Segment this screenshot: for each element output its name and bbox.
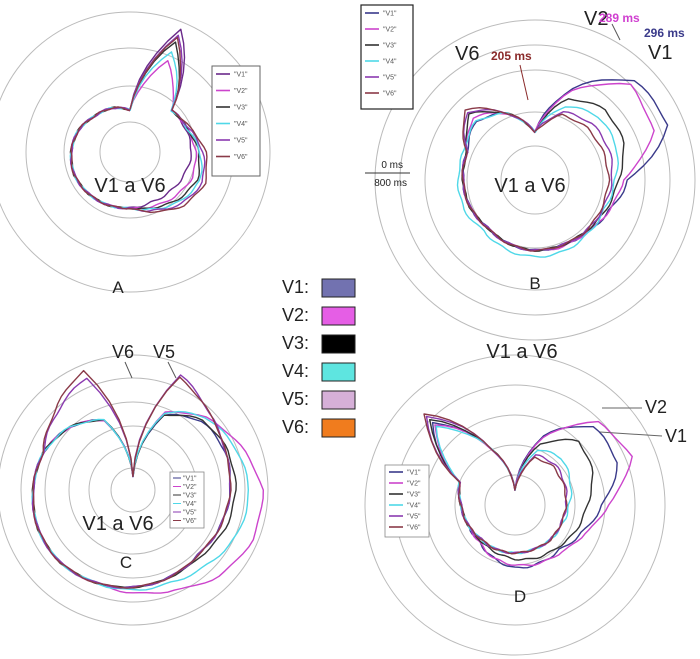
panel-b-time-800: 800 ms: [374, 178, 407, 189]
panel-c-center-label: V1 a V6: [82, 513, 153, 535]
panel-d-legend-label-5: "V5": [407, 514, 421, 521]
figure-legend-swatch-5: [321, 390, 356, 410]
figure-legend-swatch-6: [321, 418, 356, 438]
panel-b-legend-label-6: "V6": [383, 91, 397, 98]
panel-c-series-6: [32, 369, 232, 589]
panel-d-series-2: [434, 420, 633, 567]
panel-d-title: V1 a V6: [486, 341, 557, 363]
panel-d-legend-label-1: "V1": [407, 470, 421, 477]
panel-b-letter: B: [529, 274, 540, 293]
figure-legend-label-6: V6:: [282, 417, 309, 437]
panel-c-legend-label-1: "V1": [183, 476, 197, 483]
panel-b-time-0: 0 ms: [381, 160, 403, 171]
panel-b-legend-label-3: "V3": [383, 43, 397, 50]
panel-b-annot-v2: V2: [584, 8, 608, 30]
panel-b-legend: "V1" "V2" "V3" "V4" "V5" "V6": [360, 4, 414, 110]
panel-b-series-2: [461, 82, 655, 252]
panel-a-legend-label-2: "V2": [234, 88, 248, 95]
panel-d-legend-label-4: "V4": [407, 503, 421, 510]
panel-b-annot-205ms: 205 ms: [491, 49, 532, 63]
panel-b-series-6: [461, 106, 611, 252]
panel-c: V1 a V6 C V6 V5 "V1""V2" "V3""V4" "V5""V6": [0, 342, 269, 626]
panel-a-legend: "V1" "V2" "V3" "V4" "V5" "V6": [211, 65, 261, 177]
panel-c-legend-label-2: "V2": [183, 484, 197, 491]
panel-a-rings: [0, 11, 271, 293]
panel-b-annot-v1: V1: [648, 42, 672, 64]
panel-b-legend-box: [360, 4, 414, 110]
panel-a-letter: A: [112, 278, 124, 297]
panel-b-center-label: V1 a V6: [494, 175, 565, 197]
panel-d-series-3: [429, 419, 594, 561]
panel-b-series-5: [462, 108, 613, 251]
panel-c-rings: [0, 354, 269, 626]
panel-c-legend-label-3: "V3": [183, 493, 197, 500]
panel-d-legend-label-3: "V3": [407, 492, 421, 499]
panel-b-rings: [365, 19, 696, 341]
figure-legend-label-4: V4:: [282, 361, 309, 381]
panel-b-legend-label-2: "V2": [383, 27, 397, 34]
panel-a-series-6: [70, 36, 208, 214]
panel-c-letter: C: [120, 553, 132, 572]
panel-d-legend: "V1" "V2" "V3" "V4" "V5" "V6": [384, 464, 430, 538]
figure-legend-label-2: V2:: [282, 305, 309, 325]
panel-d-letter: D: [514, 587, 526, 606]
panel-d-series-6: [423, 413, 568, 555]
panel-c-legend: "V1""V2" "V3""V4" "V5""V6": [169, 471, 205, 529]
panel-d-series: [423, 413, 633, 569]
panel-b-annot-289ms: 289 ms: [599, 11, 640, 25]
figure-legend-swatch-1: [321, 278, 356, 298]
panel-c-legend-box: [169, 471, 205, 529]
panel-a-legend-label-6: "V6": [234, 154, 248, 161]
figure-legend-label-1: V1:: [282, 277, 309, 297]
panel-c-annot-v5: V5: [153, 342, 175, 362]
panel-a-legend-box: [211, 65, 261, 177]
panel-b-legend-label-1: "V1": [383, 11, 397, 18]
figure-legend-swatch-2: [321, 306, 356, 326]
panel-d-annot-v1: V1: [665, 426, 687, 446]
panel-a-center-label: V1 a V6: [94, 175, 165, 197]
panel-d-legend-box: [384, 464, 430, 538]
panel-d-legend-label-2: "V2": [407, 481, 421, 488]
panel-b-series-4: [456, 106, 619, 258]
panel-a: V1 a V6 A "V1" "V2" "V3" "V4" "V5" "V6": [0, 11, 271, 297]
figure-legend-label-3: V3:: [282, 333, 309, 353]
panel-a-legend-label-5: "V5": [234, 138, 248, 145]
panel-c-legend-label-5: "V5": [183, 510, 197, 517]
panel-d: V1 a V6 D V2 V1 "V1" "V2" "V3" "V4" "V5" "V6": [364, 341, 687, 656]
panel-b-annot-v6: V6: [455, 43, 479, 65]
panel-d-annot-v2: V2: [645, 397, 667, 417]
panel-b-legend-label-4: "V4": [383, 59, 397, 66]
panel-c-annot-v6: V6: [112, 342, 134, 362]
panel-b-series: [456, 79, 669, 258]
figure-legend-swatch-4: [321, 362, 356, 382]
panel-d-series-5: [425, 415, 568, 555]
panel-c-series-4: [31, 410, 250, 591]
panel-b: 0 ms 800 ms V1 a V6 B V2 289 ms 296 ms V…: [360, 4, 696, 341]
panel-a-legend-label-1: "V1": [234, 72, 248, 79]
figure-legend: V1: V2: V3: V4: V5: V6:: [282, 277, 356, 438]
panel-b-legend-label-5: "V5": [383, 75, 397, 82]
panel-a-series: [69, 28, 208, 214]
panel-c-legend-label-4: "V4": [183, 501, 197, 508]
panel-a-legend-label-3: "V3": [234, 105, 248, 112]
panel-c-series: [31, 369, 264, 594]
panel-d-legend-label-6: "V6": [407, 525, 421, 532]
panel-b-annot-296ms: 296 ms: [644, 26, 685, 40]
figure-legend-label-5: V5:: [282, 389, 309, 409]
panel-a-legend-label-4: "V4": [234, 121, 248, 128]
panel-c-legend-label-6: "V6": [183, 518, 197, 525]
figure-legend-swatch-3: [321, 334, 356, 354]
